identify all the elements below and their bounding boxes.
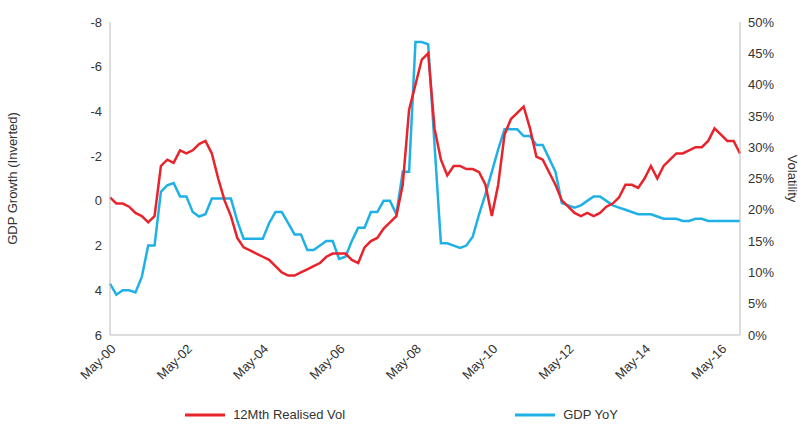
svg-text:4: 4 [95, 283, 102, 298]
svg-text:0: 0 [95, 193, 102, 208]
html-text:GDP YoY: GDP YoY [563, 407, 618, 422]
svg-text:May-08: May-08 [383, 341, 424, 382]
svg-text:-8: -8 [90, 15, 102, 30]
svg-text:45%: 45% [748, 46, 774, 61]
svg-text:GDP Growth (Inverted): GDP Growth (Inverted) [8, 112, 20, 245]
svg-text:May-12: May-12 [536, 341, 577, 382]
svg-text:May-14: May-14 [612, 341, 653, 382]
svg-text:May-16: May-16 [688, 341, 729, 382]
svg-text:2: 2 [95, 238, 102, 253]
svg-text:Volatility: Volatility [785, 155, 792, 203]
svg-text:35%: 35% [748, 109, 774, 124]
svg-text:-4: -4 [90, 104, 102, 119]
html-text:12Mth Realised Vol: 12Mth Realised Vol [233, 407, 346, 422]
svg-text:40%: 40% [748, 77, 774, 92]
svg-text:6: 6 [95, 328, 102, 343]
svg-text:May-04: May-04 [230, 341, 271, 382]
svg-text:-6: -6 [90, 59, 102, 74]
svg-text:10%: 10% [748, 265, 774, 280]
svg-text:25%: 25% [748, 171, 774, 186]
svg-text:May-06: May-06 [306, 341, 347, 382]
svg-text:May-00: May-00 [77, 341, 118, 382]
svg-text:15%: 15% [748, 234, 774, 249]
svg-text:May-10: May-10 [459, 341, 500, 382]
svg-text:5%: 5% [748, 296, 767, 311]
svg-text:50%: 50% [748, 15, 774, 30]
svg-text:May-02: May-02 [154, 341, 195, 382]
svg-text:20%: 20% [748, 202, 774, 217]
svg-text:-2: -2 [90, 149, 102, 164]
svg-text:0%: 0% [748, 328, 767, 343]
svg-text:30%: 30% [748, 140, 774, 155]
